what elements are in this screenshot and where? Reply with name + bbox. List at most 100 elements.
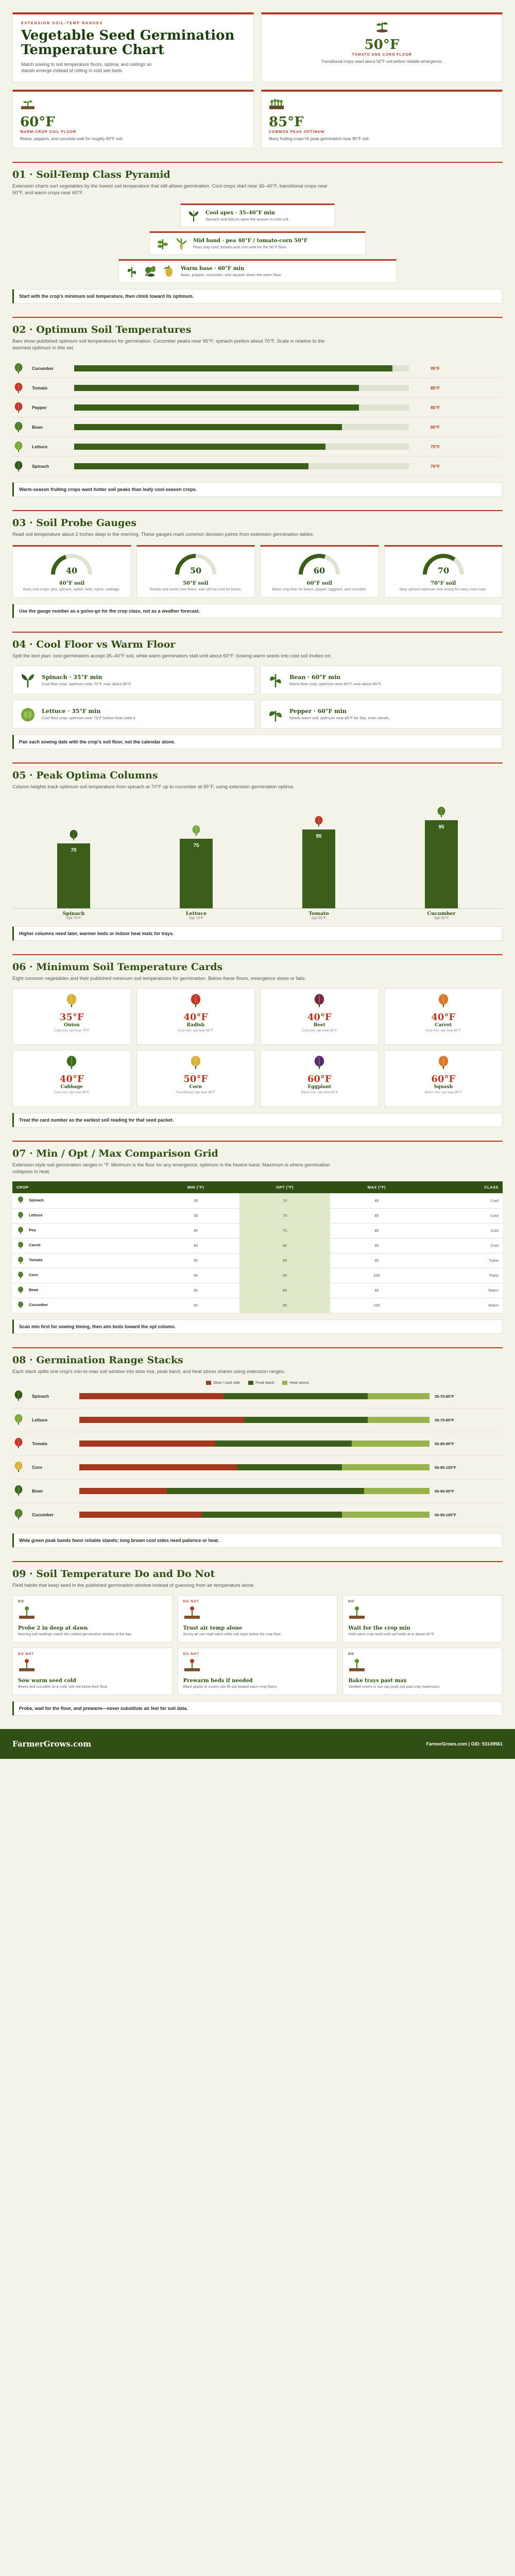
min-cell: 40	[151, 1223, 240, 1239]
crop-name: Eggplant	[307, 1084, 332, 1090]
min-cell: 50	[151, 1253, 240, 1268]
min-cell: 40	[151, 1238, 240, 1253]
soil-gauge: 70 70°F soil Near spinach optimum and stro…	[384, 545, 503, 598]
card-desc: Needs warm soil; optimum near 85°F for f…	[289, 715, 390, 720]
crop-card-pepper: Pepper · 60°F min Needs warm soil; optimu…	[260, 700, 503, 728]
crop-name: Radish	[186, 1023, 205, 1028]
do-dont-tag: DO NOT	[183, 1652, 199, 1656]
class-cell: Cool	[423, 1238, 503, 1253]
min-temp: 60°F	[307, 1074, 332, 1084]
slow-segment	[79, 1512, 202, 1518]
section-intro: Each stack splits one crop's min-to-max …	[12, 1368, 285, 1375]
card-desc: Cool floor crop; optimum near 70°F, max …	[42, 681, 132, 686]
min-cell: 35	[151, 1208, 240, 1224]
min-cell: 60	[151, 1298, 240, 1313]
spinach-icon	[70, 829, 78, 841]
crop-name: Spinach	[32, 463, 49, 469]
page-subtitle: Match sowing to soil temperature floors,…	[21, 62, 152, 73]
heat-segment	[364, 1488, 430, 1495]
column-name: Tomato	[308, 911, 329, 917]
max-cell: 105	[330, 1298, 423, 1313]
table-header: MIN (°F)	[151, 1181, 240, 1193]
garden-tool-icon	[184, 1658, 200, 1671]
pepper-icon	[269, 710, 282, 722]
class-cell: Trans	[423, 1253, 503, 1268]
cucumber-icon	[437, 806, 445, 818]
section-title: 07 · Min / Opt / Max Comparison Grid	[12, 1148, 218, 1159]
range-label: 35-75-85°F	[435, 1417, 454, 1422]
crop-name: Lettuce	[29, 1213, 43, 1217]
card-title: Probe 2 in deep at dawn	[18, 1625, 88, 1631]
plant-icon	[376, 22, 388, 32]
table-row: Pea 40 75 85 Cool	[12, 1223, 503, 1239]
spinach-icon	[22, 674, 34, 688]
pea-icon	[18, 1226, 23, 1234]
onion-icon	[67, 994, 77, 1007]
range-stack	[79, 1393, 430, 1400]
range-label: 50-85-95°F	[435, 1441, 454, 1446]
section-takeaway: Start with the crop's minimum soil tempe…	[12, 289, 503, 303]
crop-name: Corn	[32, 1465, 42, 1470]
legend-slow: Slow / cool side	[206, 1380, 240, 1385]
section-intro: Split the bed plan: cool germinators acc…	[12, 653, 332, 659]
card-desc: Warm floor crop; optimum near 80°F, max …	[289, 681, 382, 686]
min-temp: 50°F	[183, 1074, 208, 1084]
bean-icon	[14, 1485, 23, 1496]
optima-column-labels: Spinach Opt 70°F Lettuce Opt 75°F Tomato Opt …	[12, 909, 503, 920]
tier-title: Cool apex · 35–40°F min	[205, 210, 275, 216]
do-dont-tag: DO	[348, 1652, 355, 1656]
do-dont-tag: DO	[18, 1599, 24, 1603]
column-wrap: 95	[410, 795, 472, 908]
do-dont-card: DO Probe 2 in deep at dawn Morning soil re…	[12, 1595, 173, 1642]
stat-card-warm-floor: 60°F WARM-CROP SOIL FLOOR Beans, peppers…	[12, 90, 254, 148]
stat-desc: Many fruiting crops hit peak germination…	[269, 137, 370, 141]
crop-name: Carrot	[435, 1023, 452, 1028]
bar-value-label: 75°F	[430, 444, 440, 449]
crop-cell: Lettuce	[12, 1208, 152, 1224]
crop-note: Cool min; opt near 80°F	[425, 1029, 461, 1032]
section-intro: Column heights track optimum soil temper…	[12, 784, 295, 790]
table-row: Lettuce 35 75 85 Cool	[12, 1208, 503, 1224]
section-title: 08 · Germination Range Stacks	[12, 1354, 183, 1366]
column-name: Lettuce	[185, 911, 207, 917]
tier-desc: Peas stay cool; tomato and corn wait for…	[193, 245, 287, 249]
bar-track	[74, 463, 409, 469]
section-takeaway: Wide green peak bands favor reliable sta…	[12, 1533, 503, 1548]
card-title: Sow warm seed cold	[18, 1677, 76, 1684]
crop-name: Carrot	[29, 1243, 41, 1247]
bar-track	[74, 423, 409, 430]
crop-card-lettuce: Lettuce · 35°F min Cool floor crop; optim…	[12, 700, 255, 728]
comparison-table: CROP MIN (°F) OPT (°F) MAX (°F) CLASS Spinac…	[12, 1181, 503, 1313]
crop-name: Squash	[434, 1084, 453, 1090]
pyramid-tier-mid: Mid band · pea 40°F / tomato-corn 50°F Pe…	[149, 231, 366, 255]
cucumber-icon	[14, 363, 23, 374]
do-dont-grid: DO Probe 2 in deep at dawn Morning soil re…	[12, 1595, 503, 1695]
do-dont-card: DO NOT Prewarm beds if needed Black plasti…	[177, 1647, 338, 1695]
gauge-desc: Near spinach optimum and strong for many…	[399, 588, 487, 591]
card-title: Bake trays past max	[348, 1677, 407, 1684]
peak-segment	[237, 1464, 342, 1471]
crop-note: Cool min; opt near 85°F	[54, 1091, 90, 1094]
section-optima-columns: 05 · Peak Optima Columns Column heights …	[12, 762, 503, 941]
max-cell: 85	[330, 1208, 423, 1224]
stat-card-peak: 85°F COMMON PEAK OPTIMUM Many fruiting c…	[261, 90, 503, 148]
card-title: Trust air temp alone	[183, 1625, 243, 1631]
squash-icon	[438, 1056, 448, 1069]
optimum-bar-row: Tomato 85°F	[12, 378, 503, 398]
optimum-bar	[74, 423, 342, 430]
optimum-bar	[74, 384, 359, 391]
max-cell: 85	[330, 1193, 423, 1209]
heat-segment	[368, 1393, 430, 1400]
soil-gauge: 50 50°F soil Tomato and sweet corn floors;…	[136, 545, 255, 598]
optima-column-chart: 70 75 85 95	[12, 795, 503, 909]
crop-name: Lettuce	[32, 1417, 48, 1423]
opt-cell: 95	[239, 1298, 331, 1313]
table-header: OPT (°F)	[239, 1181, 331, 1193]
page-title: Vegetable Seed Germination Temperature C…	[21, 28, 235, 58]
section-class-pyramid: 01 · Soil-Temp Class Pyramid Extension c…	[12, 162, 503, 303]
stat-label: WARM-CROP SOIL FLOOR	[20, 130, 77, 134]
crop-note: Warm min; opt near 85°F	[301, 1091, 338, 1094]
garden-tool-icon	[349, 1606, 365, 1619]
footer-brand[interactable]: FarmerGrows.com	[12, 1739, 92, 1749]
range-stack	[79, 1512, 430, 1518]
